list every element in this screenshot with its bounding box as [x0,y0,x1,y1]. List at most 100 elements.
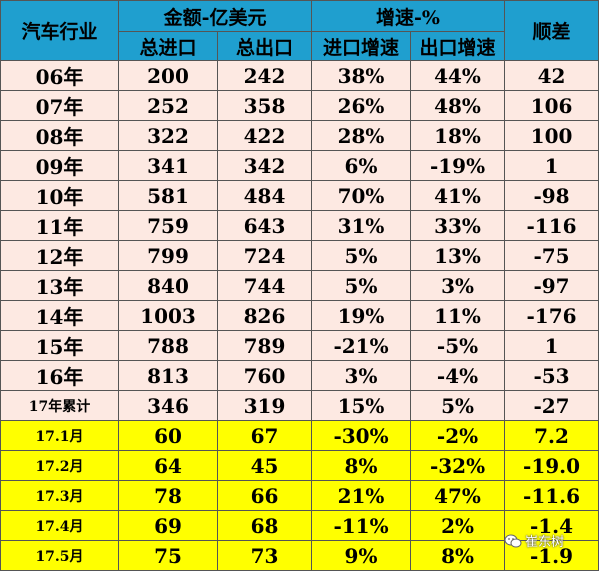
period-cell: 11年 [0,210,119,241]
balance-cell: 1 [504,150,600,181]
balance-cell: -1.4 [504,510,600,541]
header-row-2: 总进口 总出口 进口增速 出口增速 [1,31,599,61]
exports-cell: 744 [216,270,313,301]
exports-cell: 45 [216,450,313,481]
table-row: 09年 341 342 6% -19% 1 [0,150,600,181]
export-growth-cell: 3% [410,270,506,301]
period-cell: 10年 [0,180,119,211]
table-row: 17.3月 78 66 21% 47% -11.6 [0,480,600,511]
exports-cell: 826 [216,300,313,331]
import-growth-cell: 21% [311,480,412,511]
exports-cell: 319 [216,390,313,421]
balance-cell: 42 [504,60,600,91]
export-growth-cell: 41% [410,180,506,211]
export-growth-cell: -5% [410,330,506,361]
export-growth-cell: -32% [410,450,506,481]
header-industry: 汽车行业 [0,0,119,61]
period-cell: 14年 [0,300,119,331]
table-body: 06年 200 242 38% 44% 42 07年 252 358 26% 48% 106 08年 32… [0,60,600,571]
import-growth-cell: 70% [311,180,412,211]
import-growth-cell: 5% [311,270,412,301]
header-import-growth: 进口增速 [311,31,412,61]
period-cell: 15年 [0,330,119,361]
header-row-1: 汽车行业 金额-亿美元 增速-% 顺差 [0,0,600,61]
export-growth-cell: -19% [410,150,506,181]
table-row: 17.5月 75 73 9% 8% -1.9 [0,540,600,571]
period-cell: 17.3月 [0,480,119,511]
import-growth-cell: 6% [311,150,412,181]
table-row: 08年 322 422 28% 18% 100 [0,120,600,151]
balance-cell: -97 [504,270,600,301]
period-cell: 17.1月 [0,420,119,451]
period-cell: 09年 [0,150,119,181]
imports-cell: 813 [118,360,218,391]
balance-cell: 106 [504,90,600,121]
table-row: 12年 799 724 5% 13% -75 [0,240,600,271]
watermark: 崔东树 [504,531,564,550]
header-export-total: 总出口 [216,31,313,61]
exports-cell: 242 [216,60,313,91]
export-growth-cell: -2% [410,420,506,451]
imports-cell: 1003 [118,300,218,331]
exports-cell: 724 [216,240,313,271]
header-export-growth: 出口增速 [410,31,506,61]
imports-cell: 69 [118,510,218,541]
table-row: 17年累计 346 319 15% 5% -27 [0,390,600,421]
imports-cell: 759 [118,210,218,241]
export-growth-cell: 18% [410,120,506,151]
table-row: 13年 840 744 5% 3% -97 [0,270,600,301]
imports-cell: 252 [118,90,218,121]
period-cell: 12年 [0,240,119,271]
balance-cell: 7.2 [504,420,600,451]
export-growth-cell: 13% [410,240,506,271]
table-row: 15年 788 789 -21% -5% 1 [0,330,600,361]
header-growth-group: 增速-% [311,0,506,32]
balance-cell: -98 [504,180,600,211]
exports-cell: 643 [216,210,313,241]
export-growth-cell: 11% [410,300,506,331]
wechat-icon [504,534,522,547]
export-growth-cell: 44% [410,60,506,91]
export-growth-cell: -4% [410,360,506,391]
imports-cell: 64 [118,450,218,481]
period-cell: 08年 [0,120,119,151]
exports-cell: 68 [216,510,313,541]
imports-cell: 346 [118,390,218,421]
table-row: 16年 813 760 3% -4% -53 [0,360,600,391]
import-growth-cell: 28% [311,120,412,151]
import-growth-cell: 9% [311,540,412,571]
import-growth-cell: -21% [311,330,412,361]
imports-cell: 60 [118,420,218,451]
import-growth-cell: 26% [311,90,412,121]
imports-cell: 788 [118,330,218,361]
table-row: 17.1月 60 67 -30% -2% 7.2 [0,420,600,451]
exports-cell: 73 [216,540,313,571]
imports-cell: 322 [118,120,218,151]
balance-cell: 1 [504,330,600,361]
header-balance: 顺差 [504,0,600,61]
exports-cell: 342 [216,150,313,181]
import-growth-cell: -11% [311,510,412,541]
period-cell: 17.2月 [0,450,119,481]
import-growth-cell: 5% [311,240,412,271]
imports-cell: 78 [118,480,218,511]
export-growth-cell: 47% [410,480,506,511]
exports-cell: 358 [216,90,313,121]
imports-cell: 799 [118,240,218,271]
balance-cell: -53 [504,360,600,391]
period-cell: 07年 [0,90,119,121]
exports-cell: 760 [216,360,313,391]
import-growth-cell: 19% [311,300,412,331]
period-cell: 16年 [0,360,119,391]
exports-cell: 789 [216,330,313,361]
header-amount-group: 金额-亿美元 [117,0,313,32]
export-growth-cell: 2% [410,510,506,541]
period-cell: 17.5月 [0,540,119,571]
table-row: 17.2月 64 45 8% -32% -19.0 [0,450,600,481]
export-growth-cell: 8% [410,540,506,571]
import-growth-cell: -30% [311,420,412,451]
import-growth-cell: 8% [311,450,412,481]
header-import-total: 总进口 [118,31,218,61]
